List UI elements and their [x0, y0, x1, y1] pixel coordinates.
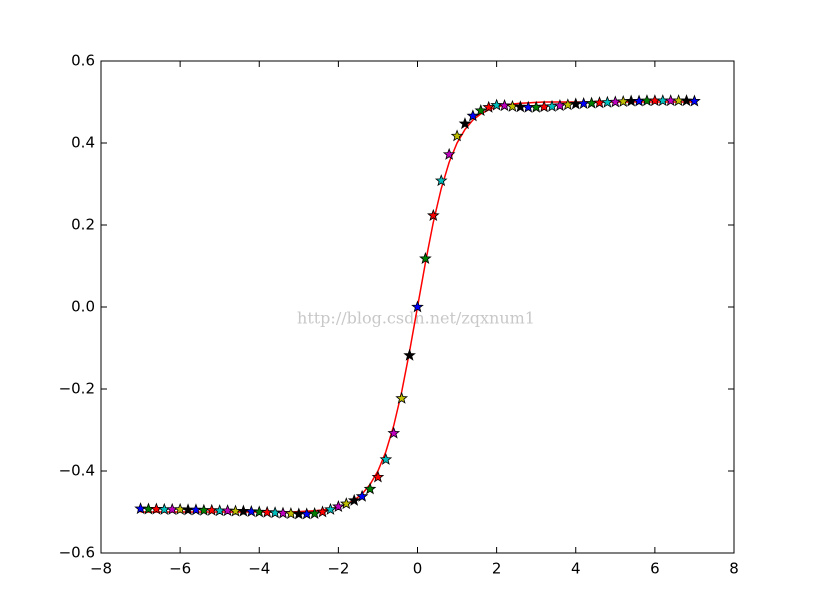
star-marker [355, 489, 369, 502]
y-tick-label: 0.2 [71, 216, 95, 234]
star-marker [221, 504, 234, 517]
star-marker [300, 507, 314, 520]
star-marker [419, 251, 432, 264]
star-marker [434, 174, 448, 187]
plot-frame [100, 60, 735, 554]
star-marker [268, 506, 282, 519]
star-marker [466, 109, 480, 122]
y-tick-label: 0.6 [71, 52, 95, 70]
star-marker [245, 504, 258, 517]
x-tick-label: −4 [248, 560, 270, 578]
star-marker [339, 497, 353, 510]
star-marker [608, 95, 622, 108]
star-marker [490, 98, 503, 111]
star-marker [387, 426, 401, 439]
star-marker [427, 208, 440, 221]
star-marker [205, 503, 219, 516]
star-marker [371, 470, 385, 483]
star-marker [347, 493, 361, 506]
x-tick-label: −2 [327, 560, 349, 578]
star-marker [458, 117, 472, 130]
star-marker [506, 99, 519, 112]
y-tick-label: 0.4 [71, 134, 95, 152]
star-marker [482, 100, 496, 113]
star-marker [411, 300, 424, 313]
star-marker [616, 94, 630, 107]
y-tick-label: −0.6 [59, 544, 95, 562]
star-marker [332, 500, 345, 513]
star-marker [688, 94, 701, 107]
x-tick-label: 0 [413, 560, 423, 578]
y-tick-label: −0.2 [59, 380, 95, 398]
star-marker [569, 97, 583, 110]
star-marker [593, 96, 606, 109]
x-tick-label: 6 [650, 560, 660, 578]
x-tick-label: 2 [492, 560, 502, 578]
star-marker [150, 502, 163, 515]
star-marker [363, 482, 377, 495]
star-marker [189, 503, 203, 516]
x-tick-label: 8 [729, 560, 739, 578]
star-marker [316, 505, 329, 518]
star-marker [403, 348, 416, 361]
x-tick-label: 4 [571, 560, 581, 578]
star-marker [601, 95, 614, 108]
star-marker [308, 506, 321, 520]
star-marker [284, 506, 298, 520]
star-marker [514, 100, 527, 113]
star-marker [237, 504, 250, 517]
star-marker [450, 129, 464, 142]
star-marker [395, 391, 408, 404]
y-tick-label: 0.0 [71, 298, 95, 316]
star-marker [442, 147, 456, 160]
y-tick-label: −0.4 [59, 462, 95, 480]
star-marker [276, 506, 290, 519]
star-marker [585, 96, 598, 109]
star-marker [474, 103, 488, 116]
star-marker [577, 96, 590, 110]
star-marker [561, 98, 575, 111]
star-marker [252, 505, 266, 518]
star-marker [498, 99, 511, 112]
x-tick-label: −6 [169, 560, 191, 578]
star-marker [134, 502, 147, 515]
x-tick-label: −8 [90, 560, 112, 578]
star-marker [379, 452, 393, 465]
star-marker [173, 502, 187, 515]
star-marker [680, 94, 693, 107]
star-marker [324, 502, 337, 515]
star-marker [632, 94, 646, 107]
star-marker [260, 505, 274, 518]
